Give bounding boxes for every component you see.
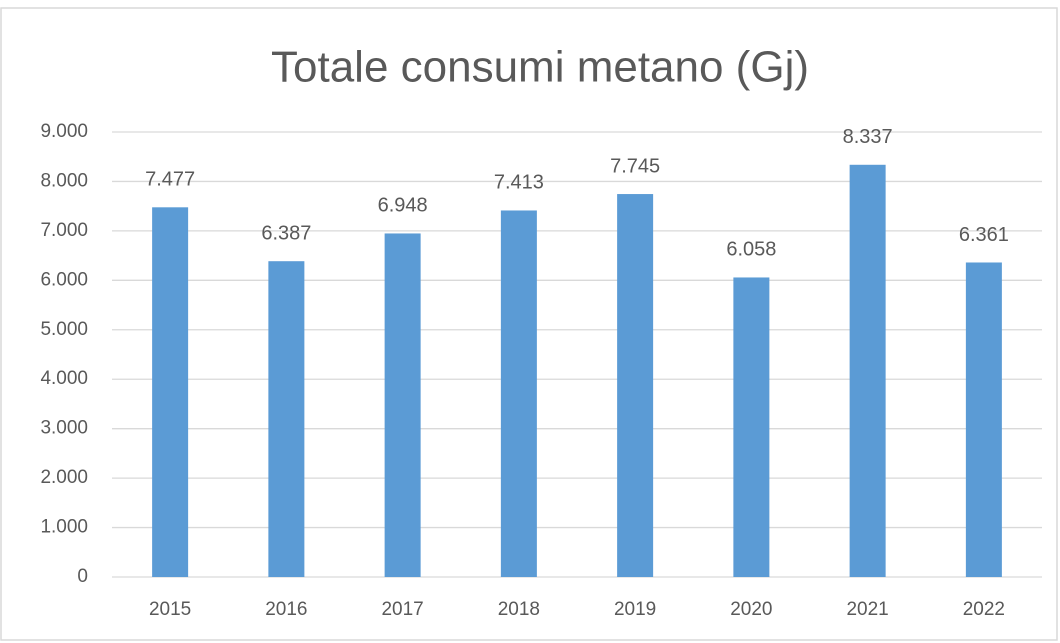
bar [384, 233, 421, 577]
bar [965, 262, 1002, 577]
y-tick-label: 4.000 [40, 368, 88, 389]
x-tick-label: 2020 [730, 599, 772, 620]
bar [617, 194, 654, 577]
y-tick-label: 0 [77, 566, 88, 587]
value-label: 7.477 [145, 169, 195, 191]
x-tick-label: 2017 [381, 599, 423, 620]
bar [849, 164, 886, 577]
y-tick-label: 9.000 [40, 121, 88, 142]
x-tick-label: 2021 [846, 599, 888, 620]
chart-title: Totale consumi metano (Gj) [271, 43, 809, 92]
y-tick-label: 2.000 [40, 467, 88, 488]
bar [152, 207, 189, 577]
y-tick-label: 7.000 [40, 220, 88, 241]
bar [500, 210, 537, 578]
x-tick-label: 2019 [614, 599, 656, 620]
value-label: 7.413 [494, 172, 544, 194]
value-label: 7.745 [610, 155, 660, 177]
value-label: 6.361 [959, 224, 1009, 246]
y-tick-label: 6.000 [40, 269, 88, 290]
value-label: 6.387 [261, 222, 311, 244]
bar [733, 277, 770, 577]
x-tick-label: 2016 [265, 599, 307, 620]
value-label: 8.337 [843, 126, 893, 148]
x-tick-label: 2022 [963, 599, 1005, 620]
x-tick-label: 2018 [498, 599, 540, 620]
y-tick-label: 1.000 [40, 517, 88, 538]
x-tick-label: 2015 [149, 599, 191, 620]
y-tick-label: 8.000 [40, 170, 88, 191]
value-label: 6.948 [378, 195, 428, 217]
y-tick-label: 5.000 [40, 319, 88, 340]
value-label: 6.058 [726, 239, 776, 261]
y-tick-label: 3.000 [40, 418, 88, 439]
bar [268, 261, 305, 577]
